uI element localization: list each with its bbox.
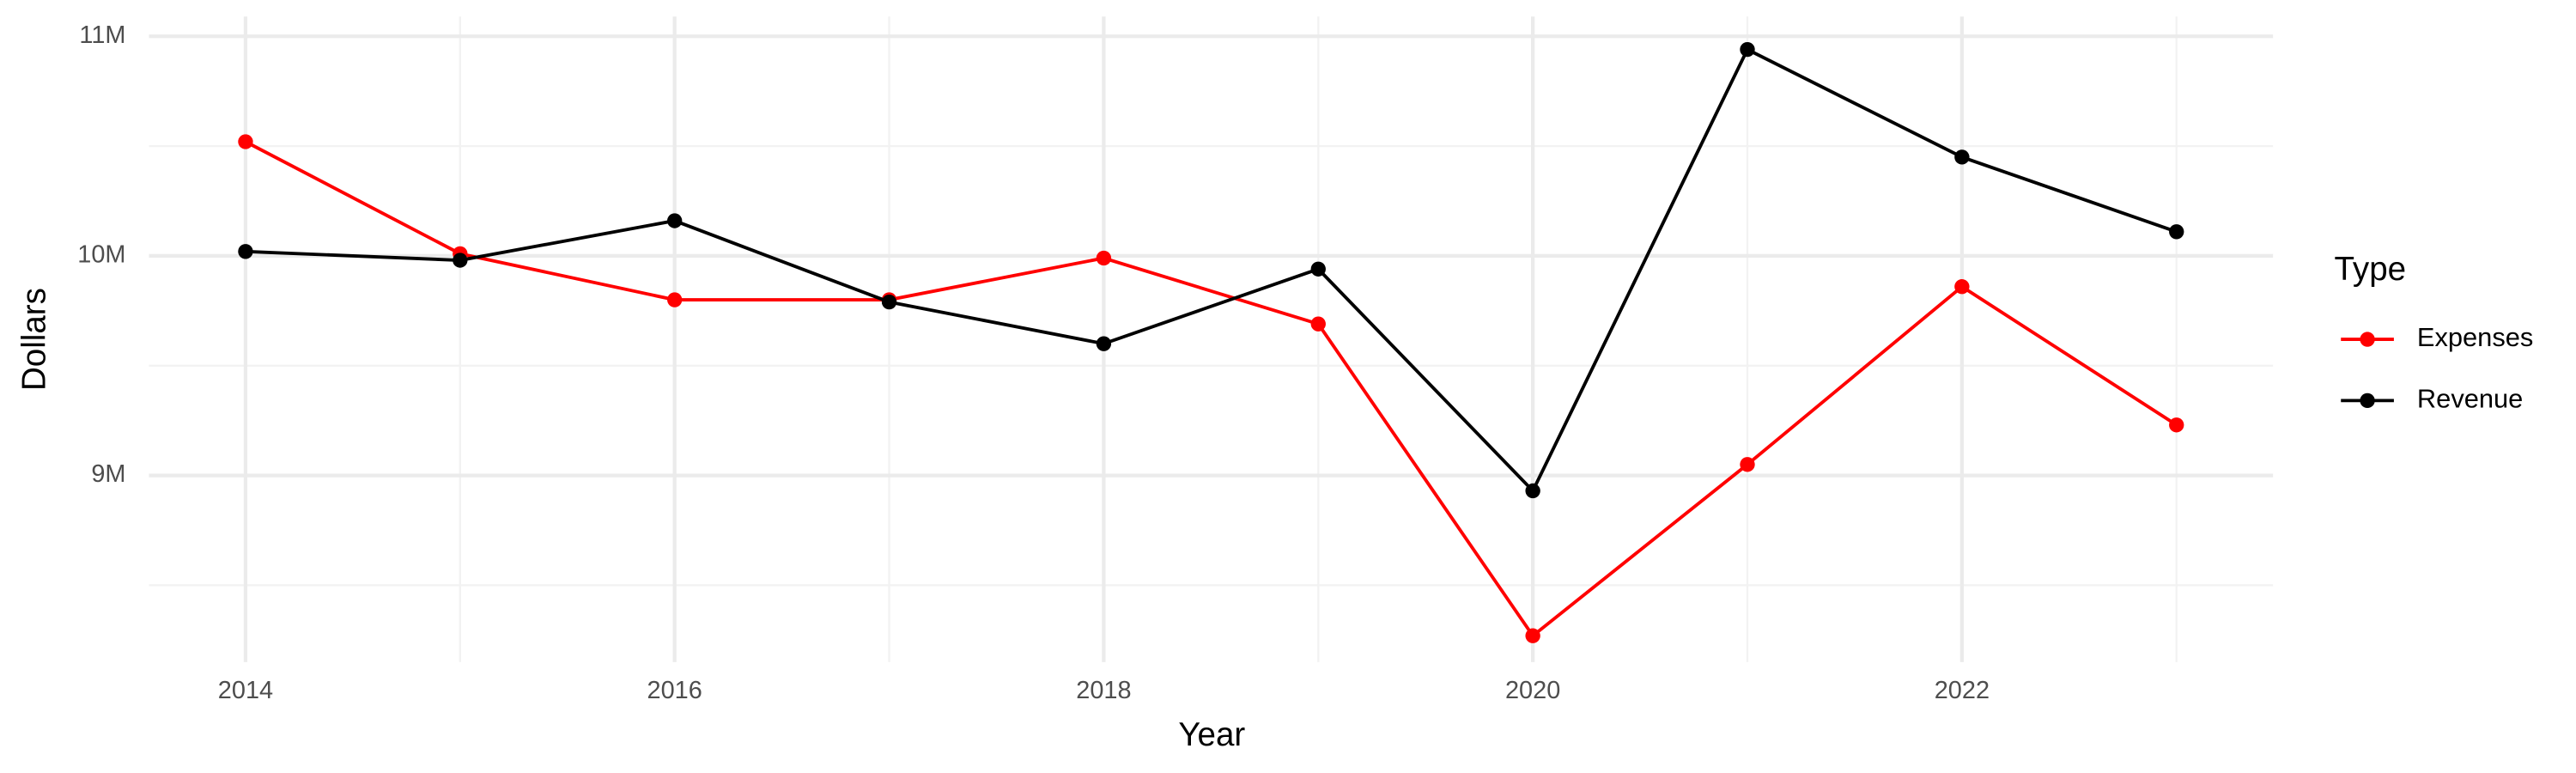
y-axis-title: Dollars [16,288,53,391]
data-point [1740,457,1755,472]
data-point [1310,316,1326,332]
data-point [667,213,683,228]
data-point [667,292,683,307]
series-line [245,140,2178,638]
y-tick-label: 9M [91,460,125,488]
data-point [453,253,468,268]
x-axis-title: Year [1178,716,1245,753]
legend-key-point [2360,393,2375,409]
series-line [245,47,2178,494]
y-tick-label: 11M [79,21,125,49]
legend-title: Type [2335,251,2407,288]
data-point [238,244,253,259]
data-point [1954,279,1970,295]
x-tick-label: 2020 [1505,677,1560,704]
data-point [881,294,897,310]
data-point [238,134,253,149]
data-point [1740,41,1755,58]
data-point [1096,250,1112,266]
data-point [2169,224,2184,240]
grid [149,16,2274,662]
data-point [1525,483,1540,499]
data-point [1096,336,1112,351]
legend-label: Revenue [2417,384,2523,414]
x-tick-label: 2018 [1076,677,1131,704]
x-tick-label: 2014 [218,677,273,704]
x-tick-label: 2022 [1935,677,1990,704]
legend-key-point [2360,332,2375,347]
data-point [1954,149,1970,165]
data-point [1310,261,1326,277]
y-tick-label: 10M [77,241,125,269]
data-point [2169,417,2184,433]
data-point [1525,628,1540,643]
legend-label: Expenses [2417,322,2533,352]
x-tick-label: 2016 [647,677,702,704]
